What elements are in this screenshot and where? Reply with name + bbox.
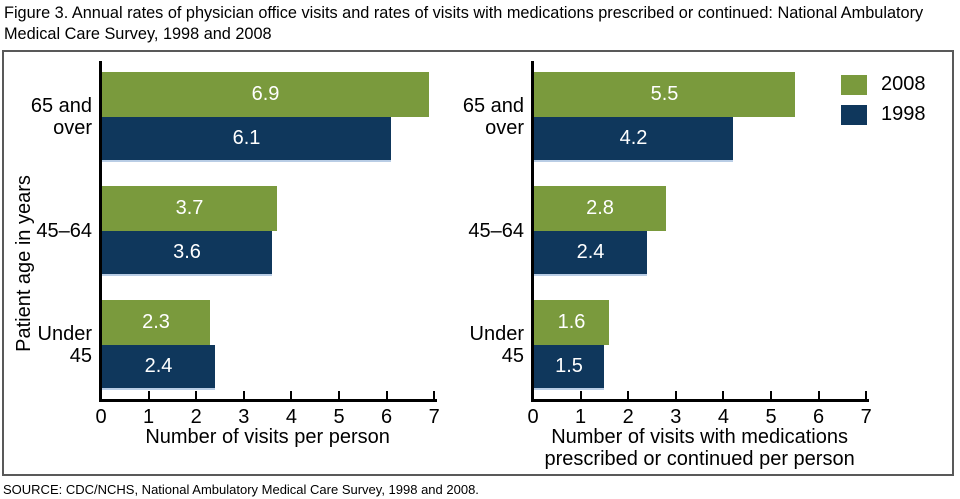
- x-tick-label: 1: [143, 406, 155, 428]
- legend-label-1998: 1998: [881, 103, 926, 125]
- x-axis: [531, 399, 870, 402]
- x-tick-label: 3: [238, 406, 250, 428]
- bar-1998: 4.2: [534, 117, 733, 162]
- category-label: 65 and over: [30, 95, 92, 139]
- x-tick-label: 6: [381, 406, 393, 428]
- legend-item-2008: 2008: [841, 73, 926, 95]
- legend-label-2008: 2008: [881, 73, 926, 95]
- x-tick-mark: [722, 391, 725, 399]
- y-axis: [99, 61, 102, 402]
- category-label: 65 and over: [462, 95, 524, 139]
- x-tick-mark: [817, 391, 820, 399]
- x-axis-title: Number of visits with medications prescr…: [533, 426, 866, 470]
- x-tick-mark: [290, 391, 293, 399]
- x-tick-label: 5: [765, 406, 777, 428]
- x-tick-mark: [242, 391, 245, 399]
- x-tick-mark: [770, 391, 772, 399]
- x-tick-label: 1: [575, 406, 587, 428]
- category-label: 45–64: [36, 220, 92, 242]
- legend-item-1998: 1998: [841, 103, 926, 125]
- source-note: SOURCE: CDC/NCHS, National Ambulatory Me…: [3, 482, 479, 497]
- x-tick-label: 4: [285, 406, 297, 428]
- x-tick-label: 6: [813, 406, 825, 428]
- x-tick-label: 7: [428, 406, 440, 428]
- x-tick-mark: [674, 391, 677, 399]
- bar-1998: 2.4: [534, 231, 647, 276]
- chart-frame: [2, 50, 954, 476]
- x-tick-label: 7: [860, 406, 872, 428]
- x-tick-label: 0: [527, 406, 539, 428]
- x-tick-mark: [338, 391, 340, 399]
- legend-swatch-1998-icon: [841, 104, 867, 125]
- bar-2008: 5.5: [534, 72, 795, 117]
- legend-swatch-2008-icon: [841, 74, 867, 95]
- x-tick-mark: [195, 391, 198, 399]
- bar-1998: 1.5: [534, 345, 604, 390]
- y-axis: [531, 61, 534, 402]
- figure-title: Figure 3. Annual rates of physician offi…: [4, 4, 924, 43]
- x-tick-mark: [579, 391, 582, 399]
- x-axis: [99, 399, 438, 402]
- category-label: 45–64: [468, 220, 524, 242]
- x-tick-label: 2: [190, 406, 202, 428]
- bar-2008: 6.9: [102, 72, 429, 117]
- x-tick-label: 2: [622, 406, 634, 428]
- category-label: Under 45: [37, 323, 92, 367]
- x-tick-mark: [627, 391, 630, 399]
- bar-2008: 3.7: [102, 186, 277, 231]
- x-tick-label: 5: [333, 406, 345, 428]
- bar-2008: 2.3: [102, 300, 210, 345]
- bar-1998: 6.1: [102, 117, 391, 162]
- x-axis-title-text: Number of visits per person: [145, 426, 390, 448]
- x-tick-label: 3: [670, 406, 682, 428]
- bar-2008: 2.8: [534, 186, 666, 231]
- x-tick-label: 0: [95, 406, 107, 428]
- bar-2008: 1.6: [534, 300, 609, 345]
- x-tick-mark: [385, 391, 388, 399]
- x-tick-mark: [865, 391, 868, 399]
- x-axis-title: Number of visits per person: [101, 426, 434, 448]
- x-tick-mark: [147, 391, 150, 399]
- bar-1998: 2.4: [102, 345, 215, 390]
- legend: 2008 1998: [841, 73, 926, 134]
- x-axis-title-text: Number of visits with medications prescr…: [544, 426, 855, 470]
- x-tick-mark: [433, 391, 436, 399]
- category-label: Under 45: [469, 323, 524, 367]
- x-tick-label: 4: [717, 406, 729, 428]
- bar-1998: 3.6: [102, 231, 272, 276]
